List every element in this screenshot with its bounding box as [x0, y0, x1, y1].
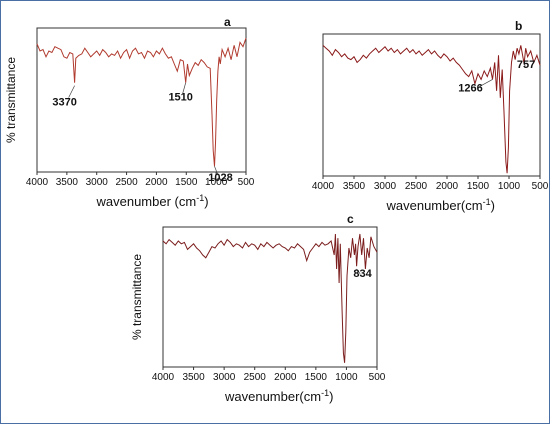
panel-a-xlabel-sup: -1: [196, 193, 204, 203]
x-tick-label: 3000: [213, 372, 236, 383]
panel-b: 4000 3500 3000 2500 2000 1500 1000 500 1266757 …: [312, 19, 549, 213]
x-tick-label: 2500: [405, 181, 428, 192]
x-tick-label: 500: [532, 181, 549, 192]
x-tick-label: 4000: [312, 181, 335, 192]
panel-b-xlabel-sup: -1: [483, 197, 491, 207]
peak-label: 757: [517, 59, 535, 71]
panel-a-x-ticks: 4000 3500 3000 2500 2000 1500 1000 500: [26, 172, 255, 188]
x-tick-label: 1000: [335, 372, 358, 383]
x-tick-label: 1500: [305, 372, 328, 383]
panel-a: 4000 3500 3000 2500 2000 1500 1000 500 3370 1510…: [4, 15, 255, 209]
x-tick-label: 1500: [175, 177, 198, 188]
peak-leader-line: [68, 85, 75, 98]
x-tick-label: 3500: [182, 372, 205, 383]
panel-b-peak-annotations: 1266 757: [458, 59, 535, 95]
peak-leader-line: [182, 82, 187, 94]
peak-label: 3370: [52, 97, 76, 109]
panel-a-axis-box: [36, 27, 247, 173]
x-tick-label: 3000: [374, 181, 397, 192]
panel-a-xlabel-end: ): [204, 194, 208, 209]
peak-leader-line: [214, 166, 219, 176]
panel-b-xlabel-end: ): [491, 198, 495, 213]
peak-leader-line: [523, 63, 526, 67]
panel-c-y-axis-label: % transmittance: [130, 254, 144, 340]
peak-label: 1028: [208, 172, 232, 184]
x-tick-label: 1000: [498, 181, 521, 192]
panel-c-peak-annotations: 834: [353, 268, 372, 280]
x-tick-label: 500: [369, 372, 386, 383]
x-tick-label: 1500: [467, 181, 490, 192]
panel-c-xlabel-main: wavenumber(cm: [224, 389, 321, 404]
x-tick-label: 4000: [152, 372, 175, 383]
x-tick-label: 2000: [145, 177, 168, 188]
panel-b-x-axis-label: wavenumber(cm-1): [386, 197, 495, 213]
x-tick-label: 2000: [436, 181, 459, 192]
panel-a-spectrum-line: [36, 37, 247, 167]
peak-leader-line: [356, 268, 361, 275]
panel-b-label: b: [515, 19, 522, 33]
panel-c-xlabel-end: ): [329, 389, 333, 404]
panel-c-spectrum-line: [162, 233, 378, 363]
panel-c-axis-box: [162, 226, 378, 368]
panel-c: 4000 3500 3000 2500 2000 1500 1000 500 834 c wa…: [130, 212, 386, 404]
x-tick-label: 1000: [205, 177, 228, 188]
peak-label: 1266: [458, 82, 482, 94]
panel-b-axis-box: [322, 33, 541, 177]
peak-label: 1510: [168, 92, 192, 104]
x-tick-label: 500: [238, 177, 255, 188]
panel-a-xlabel-main: wavenumber (cm: [96, 194, 197, 209]
panel-c-x-ticks: 4000 3500 3000 2500 2000 1500 1000 500: [152, 367, 386, 383]
peak-label: 834: [353, 268, 372, 280]
x-tick-label: 3500: [343, 181, 366, 192]
panel-a-peak-annotations: 3370 1510 1028: [52, 82, 233, 184]
x-tick-label: 2500: [115, 177, 138, 188]
panel-b-xlabel-main: wavenumber(cm: [386, 198, 483, 213]
peak-leader-line: [479, 79, 493, 87]
panel-a-x-axis-label: wavenumber (cm-1): [96, 193, 209, 209]
x-tick-label: 2500: [244, 372, 267, 383]
x-tick-label: 3000: [86, 177, 109, 188]
panel-a-label: a: [224, 15, 231, 29]
panel-b-spectrum-line: [322, 45, 541, 174]
x-tick-label: 3500: [56, 177, 79, 188]
x-tick-label: 2000: [274, 372, 297, 383]
panel-c-xlabel-sup: -1: [321, 388, 329, 398]
panel-c-label: c: [347, 212, 354, 226]
panel-b-x-ticks: 4000 3500 3000 2500 2000 1500 1000 500: [312, 176, 549, 192]
panel-a-y-axis-label: % transmittance: [4, 57, 18, 143]
x-tick-label: 4000: [26, 177, 49, 188]
panel-c-x-axis-label: wavenumber(cm-1): [224, 388, 333, 404]
